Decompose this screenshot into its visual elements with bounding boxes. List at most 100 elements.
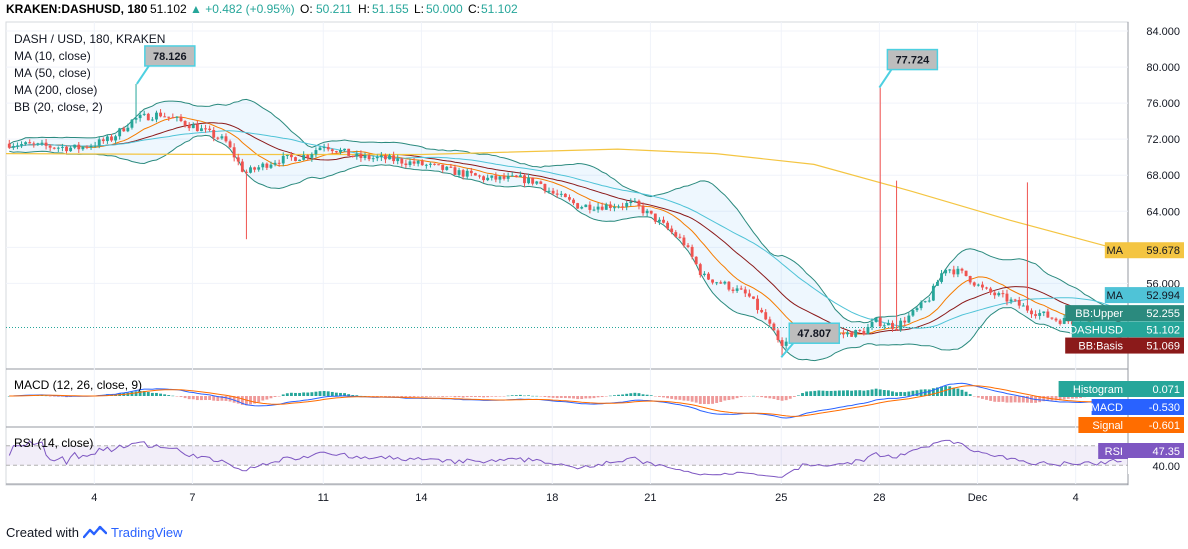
price-label-name-tag (1065, 337, 1128, 354)
macd-histogram-bar (191, 396, 195, 400)
candle-body (224, 136, 228, 142)
candle-body (28, 142, 32, 144)
price-tick-label: 64.000 (1146, 206, 1180, 218)
candle-body (862, 331, 866, 335)
candle-body (73, 144, 77, 148)
candle-body (1034, 314, 1038, 316)
candle-body (1042, 311, 1046, 314)
macd-label-name-tag (1091, 399, 1128, 415)
legend-ma10: MA (10, close) (14, 49, 91, 63)
macd-histogram-bar (498, 396, 502, 397)
macd-histogram-bar (694, 396, 698, 403)
candle-body (993, 292, 997, 296)
macd-label-value-text: -0.601 (1149, 420, 1180, 432)
candle-body (285, 154, 289, 156)
macd-histogram-bar (972, 396, 976, 397)
candle-body (1021, 305, 1025, 307)
candle-body (1038, 313, 1042, 316)
macd-legend: MACD (12, 26, close, 9) (14, 378, 142, 392)
candle-body (903, 320, 907, 323)
candle-body (105, 136, 109, 142)
macd-histogram-bar (592, 396, 596, 399)
macd-histogram-bar (613, 395, 616, 396)
ma10-line (9, 116, 1122, 336)
candle-body (649, 210, 653, 214)
macd-histogram-bar (261, 396, 265, 401)
macd-histogram-bar (523, 395, 526, 397)
candle-body (359, 153, 363, 158)
macd-histogram-bar (604, 396, 608, 397)
macd-histogram-bar (911, 390, 915, 396)
candle-body (997, 293, 1001, 296)
macd-histogram-bar (306, 392, 310, 396)
candle-body (702, 273, 706, 275)
candle-body (523, 175, 526, 184)
candle-body (244, 171, 248, 173)
macd-histogram-bar (993, 396, 997, 402)
macd-label-name-text: Histogram (1073, 384, 1123, 396)
candle-body (670, 228, 674, 233)
candle-body (531, 177, 535, 184)
macd-histogram-bar (547, 396, 551, 398)
macd-histogram-bar (400, 396, 404, 397)
macd-histogram-bar (1009, 396, 1013, 403)
bollinger-lower-line (9, 134, 1122, 362)
time-tick-label: 18 (546, 492, 558, 504)
macd-histogram-bar (1042, 396, 1046, 402)
macd-histogram-bar (175, 396, 179, 397)
macd-histogram-bar (240, 396, 244, 405)
macd-histogram-bar (277, 396, 281, 397)
macd-histogram-bar (964, 391, 968, 396)
candle-body (760, 309, 764, 313)
macd-histogram-bar (854, 390, 858, 396)
rsi-legend: RSI (14, close) (14, 436, 93, 450)
candle-body (363, 155, 367, 158)
candle-body (510, 175, 514, 177)
macd-histogram-bar (588, 396, 592, 399)
macd-histogram-bar (388, 396, 391, 397)
candle-body (396, 158, 400, 162)
candle-body (114, 136, 118, 141)
macd-histogram-bar (899, 391, 903, 396)
candle-body (952, 269, 956, 275)
candle-body (743, 289, 747, 294)
candle-body (232, 147, 236, 158)
ma200-line (5, 148, 1122, 251)
candle-body (228, 141, 232, 148)
candle-body (690, 246, 694, 257)
rsi-label-name-tag (1098, 443, 1128, 459)
time-axis[interactable]: 4 7 11 14 18 21 25 28 Dec 4 (91, 492, 1078, 504)
ohlc-close: 51.102 (481, 2, 518, 16)
candle-body (371, 158, 375, 160)
macd-histogram-bar (150, 392, 154, 396)
candle-body (608, 204, 612, 209)
macd-histogram-bar (236, 396, 240, 404)
macd-histogram-bar (580, 396, 584, 400)
candle-body (85, 146, 89, 148)
candle-body (257, 167, 261, 170)
candle-body (580, 207, 584, 209)
grid (6, 22, 1128, 484)
candle-body (52, 147, 56, 149)
macd-histogram-bar (825, 390, 829, 396)
candle-body (972, 282, 976, 286)
macd-histogram-bar (339, 392, 342, 396)
rsi-level-label-value-tag (1128, 458, 1184, 474)
macd-histogram-bar (294, 392, 297, 396)
price-label-value-text: 59.678 (1146, 245, 1180, 257)
macd-histogram-bar (183, 396, 187, 399)
price-label-name-tag (1104, 242, 1128, 259)
macd-histogram-bar (375, 396, 379, 397)
candle-body (625, 203, 629, 207)
footer-brand[interactable]: TradingView (110, 524, 183, 540)
candle-body (572, 199, 575, 204)
candle-body (24, 142, 28, 145)
legend-ma200: MA (200, close) (14, 83, 97, 97)
time-tick-label: 25 (775, 492, 787, 504)
candle-body (20, 144, 23, 146)
macd-histogram-bar (919, 389, 923, 396)
candle-body (453, 167, 457, 175)
candle-body (739, 288, 743, 290)
candle-body (674, 232, 678, 237)
